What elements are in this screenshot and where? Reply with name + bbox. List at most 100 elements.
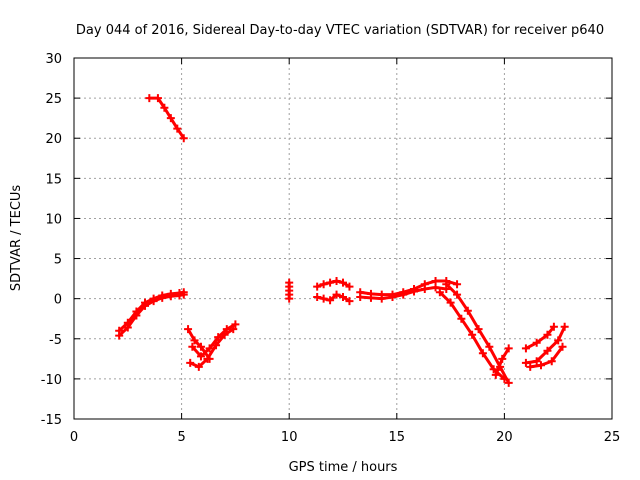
series-arc-k — [356, 283, 451, 303]
data-point — [326, 296, 335, 305]
grid-lines — [74, 58, 612, 419]
data-point — [220, 330, 229, 339]
series-trace — [358, 279, 459, 297]
data-point — [231, 320, 240, 329]
data-point — [173, 124, 182, 133]
data-point — [491, 370, 500, 379]
y-tick-label: 15 — [45, 172, 62, 187]
series-trace — [147, 96, 186, 140]
x-tick-label: 5 — [177, 430, 185, 445]
data-point — [196, 342, 205, 351]
series-arc-o — [521, 322, 558, 353]
data-point — [194, 362, 203, 371]
data-point — [166, 114, 175, 123]
data-point — [313, 282, 322, 291]
data-point — [532, 357, 541, 366]
data-point — [196, 352, 205, 361]
data-point — [558, 342, 567, 351]
data-point — [442, 280, 451, 289]
data-point — [319, 280, 328, 289]
x-axis-label: GPS time / hours — [289, 460, 398, 475]
series-arc-g — [285, 278, 294, 303]
data-point — [560, 322, 569, 331]
data-point — [521, 344, 530, 353]
series-arc-q — [526, 342, 567, 371]
data-point — [285, 278, 294, 287]
series-arc-f — [186, 325, 238, 371]
y-tick-label: 30 — [45, 52, 62, 67]
data-point — [474, 325, 483, 334]
chart-title: Day 044 of 2016, Sidereal Day-to-day VTE… — [76, 23, 604, 38]
x-tick-label: 10 — [281, 430, 298, 445]
series-trace — [524, 325, 556, 350]
data-point — [141, 301, 150, 310]
data-point — [453, 290, 462, 299]
y-tick-label: -10 — [41, 373, 62, 388]
y-axis-label: SDTVAR / TECUs — [9, 185, 24, 292]
data-point — [468, 330, 477, 339]
data-point — [332, 290, 341, 299]
data-point — [345, 282, 354, 291]
data-point — [123, 323, 132, 332]
y-tick-label: -15 — [41, 413, 62, 428]
data-point — [158, 293, 167, 302]
data-point — [431, 283, 440, 292]
series-arc-e — [188, 320, 240, 361]
data-point — [554, 336, 563, 345]
data-point — [457, 314, 466, 323]
series-arc-i — [313, 290, 354, 306]
data-point — [521, 358, 530, 367]
data-point — [500, 374, 509, 383]
y-tick-label: 10 — [45, 212, 62, 227]
x-tick-label: 25 — [604, 430, 621, 445]
data-point — [313, 293, 322, 302]
data-point — [115, 331, 124, 340]
data-point — [549, 322, 558, 331]
data-point — [339, 293, 347, 302]
x-tick-label: 20 — [496, 430, 513, 445]
data-point — [547, 357, 556, 366]
data-point — [179, 290, 188, 299]
data-point — [345, 297, 354, 306]
data-point — [132, 311, 141, 320]
series-arc-n — [491, 344, 513, 379]
data-point — [160, 103, 169, 112]
data-point — [478, 349, 487, 358]
data-point — [179, 134, 188, 143]
data-points — [115, 94, 569, 387]
data-point — [326, 278, 335, 287]
data-point — [332, 277, 341, 286]
data-point — [203, 354, 212, 363]
series-arc-h — [313, 277, 354, 291]
series-arc-p — [521, 322, 569, 367]
data-point — [526, 362, 535, 371]
x-tick-label: 0 — [70, 430, 78, 445]
data-point — [463, 306, 472, 315]
data-point — [186, 358, 195, 367]
series-arc-c — [115, 290, 188, 340]
data-point — [149, 297, 158, 306]
plot-frame — [73, 57, 613, 420]
data-point — [543, 330, 552, 339]
data-point — [356, 293, 365, 302]
y-tick-label: 20 — [45, 132, 62, 147]
data-point — [489, 365, 498, 374]
data-point — [166, 292, 175, 301]
data-point — [498, 354, 507, 363]
data-point — [543, 346, 552, 355]
y-tick-label: 5 — [54, 253, 62, 268]
x-tick-label: 15 — [389, 430, 406, 445]
data-point — [504, 378, 513, 387]
data-point — [435, 288, 444, 297]
data-point — [366, 293, 375, 302]
data-point — [212, 341, 221, 350]
y-tick-label: 25 — [45, 92, 62, 107]
data-point — [532, 338, 541, 347]
data-point — [410, 287, 419, 296]
data-point — [190, 336, 199, 345]
data-point — [153, 94, 162, 103]
data-point — [319, 294, 328, 303]
data-point — [420, 285, 429, 294]
series-arc-m — [435, 288, 509, 383]
